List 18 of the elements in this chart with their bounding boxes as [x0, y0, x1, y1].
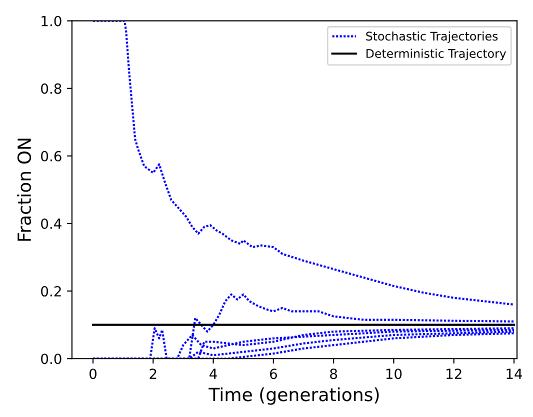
y-tick-label: 0.4: [41, 218, 62, 229]
x-tick-label: 2: [150, 368, 156, 379]
x-tick-label: 10: [386, 368, 402, 380]
y-tick-label: 0.0: [41, 354, 62, 364]
y-tick-label: 0.8: [41, 83, 62, 94]
legend-label: Deterministic Trajectory: [366, 48, 506, 60]
y-tick-label: 0.6: [41, 150, 62, 162]
x-tick-label: 8: [330, 368, 338, 380]
y-tick-label: 0.2: [41, 286, 61, 297]
x-tick-label: 0: [90, 368, 96, 380]
x-axis-title: Time (generations): [208, 387, 379, 405]
legend-label: Stochastic Trajectories: [366, 31, 498, 43]
y-tick-label: 1.0: [42, 16, 62, 26]
y-axis-title: Fraction ON: [17, 138, 32, 241]
x-tick-label: 14: [506, 368, 522, 379]
x-tick-label: 4: [210, 368, 217, 379]
x-tick-label: 6: [270, 368, 277, 380]
x-tick-label: 12: [446, 368, 462, 379]
